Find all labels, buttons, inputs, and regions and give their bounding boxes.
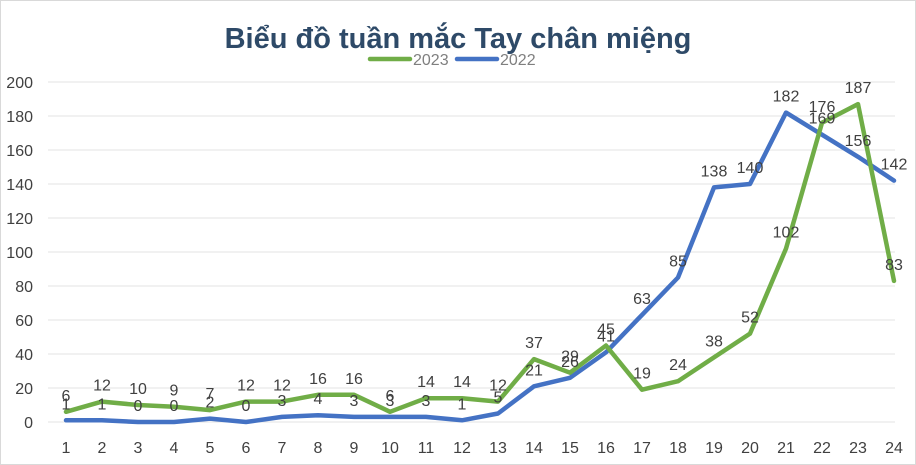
x-tick-label: 20 bbox=[741, 440, 759, 457]
gridlines bbox=[48, 81, 895, 423]
x-tick-label: 23 bbox=[849, 440, 867, 457]
y-tick-label: 120 bbox=[6, 211, 33, 228]
data-label-2022: 169 bbox=[809, 111, 836, 128]
data-label-2022: 182 bbox=[773, 89, 800, 106]
x-tick-label: 13 bbox=[489, 440, 507, 457]
legend-label-2022: 2022 bbox=[500, 52, 536, 69]
data-label-2023: 19 bbox=[633, 366, 651, 383]
x-tick-label: 5 bbox=[206, 440, 215, 457]
data-label-2022: 3 bbox=[350, 393, 359, 410]
x-tick-label: 17 bbox=[633, 440, 651, 457]
data-label-2023: 176 bbox=[809, 99, 836, 116]
y-tick-label: 60 bbox=[15, 313, 33, 330]
x-tick-label: 7 bbox=[278, 440, 287, 457]
data-label-2023: 24 bbox=[669, 357, 687, 374]
x-tick-label: 4 bbox=[170, 440, 179, 457]
y-tick-label: 80 bbox=[15, 279, 33, 296]
y-tick-label: 40 bbox=[15, 347, 33, 364]
y-tick-label: 140 bbox=[6, 177, 33, 194]
data-label-2023: 12 bbox=[273, 378, 291, 395]
x-tick-label: 19 bbox=[705, 440, 723, 457]
data-label-2023: 6 bbox=[62, 388, 71, 405]
data-label-2022: 0 bbox=[134, 398, 143, 415]
data-label-2022: 1 bbox=[62, 396, 71, 413]
data-label-2022: 2 bbox=[206, 395, 215, 412]
x-tick-label: 8 bbox=[314, 440, 323, 457]
data-label-2022: 85 bbox=[669, 254, 687, 271]
data-label-2022: 5 bbox=[494, 390, 503, 407]
data-label-2022: 0 bbox=[242, 398, 251, 415]
y-tick-label: 180 bbox=[6, 109, 33, 126]
legend: 2023 2022 bbox=[367, 52, 536, 69]
data-label-2022: 63 bbox=[633, 291, 651, 308]
x-tick-label: 9 bbox=[350, 440, 359, 457]
data-label-2023: 7 bbox=[206, 386, 215, 403]
x-tick-label: 6 bbox=[242, 440, 251, 457]
data-label-2023: 16 bbox=[309, 371, 327, 388]
x-tick-label: 3 bbox=[134, 440, 143, 457]
data-label-2023: 45 bbox=[597, 322, 615, 339]
data-label-2023: 14 bbox=[417, 374, 435, 391]
series-line-2022 bbox=[63, 110, 897, 425]
data-label-2022: 138 bbox=[701, 163, 728, 180]
data-label-2022: 3 bbox=[422, 393, 431, 410]
data-label-2022: 1 bbox=[458, 396, 467, 413]
x-tick-label: 18 bbox=[669, 440, 687, 457]
data-label-2023: 83 bbox=[885, 257, 903, 274]
legend-label-2023: 2023 bbox=[413, 52, 449, 69]
x-axis-ticks: 1 2 3 4 5 6 7 8 9 10 11 12 13 14 15 16 17 18 19 20 21 22 23 24 bbox=[62, 440, 903, 457]
data-label-2023: 14 bbox=[453, 374, 471, 391]
data-label-2023: 12 bbox=[489, 378, 507, 395]
data-label-2022: 1 bbox=[98, 396, 107, 413]
data-label-2023: 12 bbox=[93, 378, 111, 395]
y-tick-label: 20 bbox=[15, 381, 33, 398]
data-label-2022: 142 bbox=[881, 157, 908, 174]
data-label-2022: 3 bbox=[278, 393, 287, 410]
x-tick-label: 15 bbox=[561, 440, 579, 457]
x-tick-label: 14 bbox=[525, 440, 543, 457]
data-label-2023: 12 bbox=[237, 378, 255, 395]
series-lines bbox=[63, 101, 897, 425]
data-label-2022: 3 bbox=[386, 393, 395, 410]
y-tick-label: 200 bbox=[6, 75, 33, 92]
x-tick-label: 16 bbox=[597, 440, 615, 457]
series-line-2023 bbox=[63, 101, 897, 415]
y-tick-label: 100 bbox=[6, 245, 33, 262]
data-label-2022: 4 bbox=[314, 391, 323, 408]
data-label-2023: 16 bbox=[345, 371, 363, 388]
data-label-2023: 187 bbox=[845, 80, 872, 97]
data-label-2023: 29 bbox=[561, 349, 579, 366]
y-tick-label: 0 bbox=[24, 415, 33, 432]
x-tick-label: 22 bbox=[813, 440, 831, 457]
x-tick-label: 1 bbox=[62, 440, 71, 457]
data-label-2023: 10 bbox=[129, 381, 147, 398]
chart-title: Biểu đồ tuần mắc Tay chân miệng bbox=[225, 21, 692, 55]
x-tick-label: 2 bbox=[98, 440, 107, 457]
x-tick-label: 10 bbox=[381, 440, 399, 457]
data-label-2022: 140 bbox=[737, 160, 764, 177]
data-label-2022: 156 bbox=[845, 133, 872, 150]
data-label-2023: 102 bbox=[773, 225, 800, 242]
data-label-2022: 21 bbox=[525, 362, 543, 379]
data-label-2023: 9 bbox=[170, 383, 179, 400]
data-label-2022: 0 bbox=[170, 398, 179, 415]
data-label-2023: 38 bbox=[705, 333, 723, 350]
data-label-2022: 26 bbox=[561, 354, 579, 371]
y-axis-ticks: 0 20 40 60 80 100 120 140 160 180 200 bbox=[6, 75, 33, 432]
data-label-2023: 52 bbox=[741, 310, 759, 327]
y-tick-label: 160 bbox=[6, 143, 33, 160]
x-tick-label: 24 bbox=[885, 440, 903, 457]
x-tick-label: 12 bbox=[453, 440, 471, 457]
data-label-2023: 37 bbox=[525, 335, 543, 352]
data-label-2022: 41 bbox=[597, 328, 615, 345]
data-label-2023: 6 bbox=[386, 388, 395, 405]
x-tick-label: 11 bbox=[418, 440, 435, 457]
x-tick-label: 21 bbox=[777, 440, 795, 457]
